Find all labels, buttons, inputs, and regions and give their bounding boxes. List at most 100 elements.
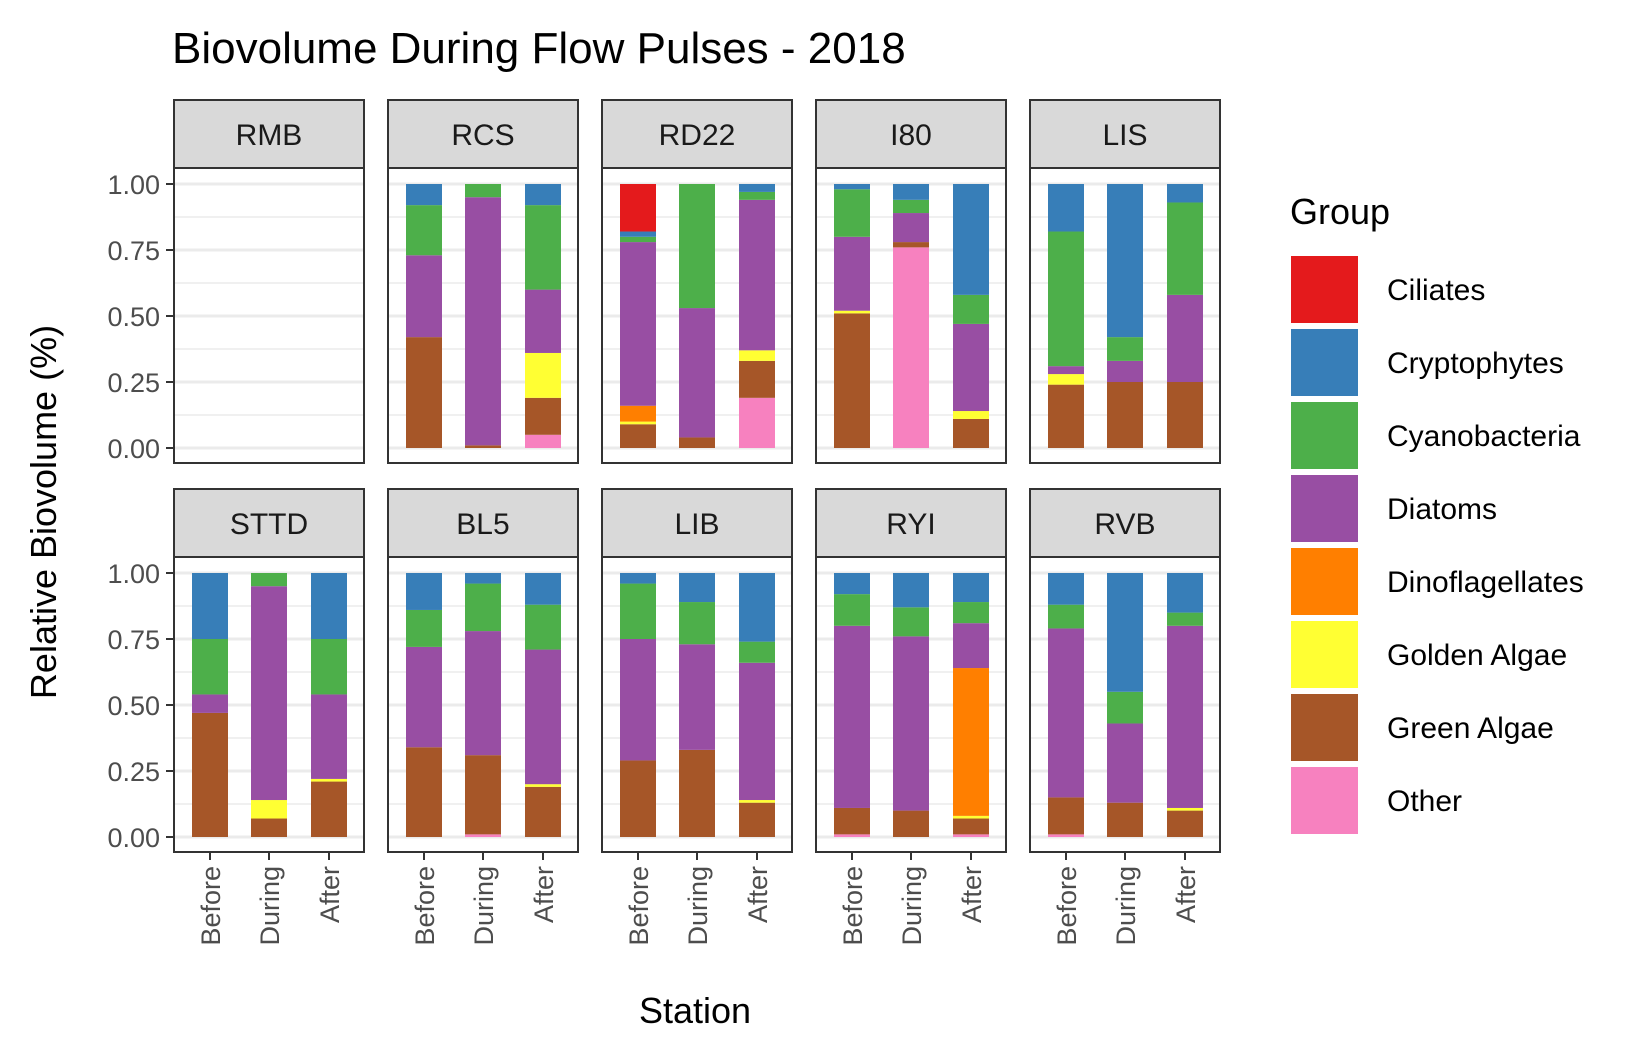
panel-border-rd22 [601,167,793,464]
bar-segment-rvb-during-cyanobacteria [1107,691,1143,724]
bar-segment-bl5-before-cyanobacteria [406,609,442,647]
bar-segment-i80-during-green-algae [893,242,929,248]
bar-segment-rcs-before-diatoms [406,255,442,338]
bar-segment-rvb-before-cryptophytes [1048,573,1084,605]
bar-segment-ryi-during-cyanobacteria [893,607,929,637]
bar-segment-lib-during-cyanobacteria [679,602,715,645]
bar-segment-rvb-before-cyanobacteria [1048,604,1084,629]
bar-segment-ryi-during-green-algae [893,810,929,837]
bar-segment-lib-after-cyanobacteria [739,641,775,663]
bar-segment-sttd-during-cyanobacteria [251,573,287,587]
x-tick-label-after: After [743,866,773,923]
bar-segment-bl5-before-cryptophytes [406,573,442,610]
y-tick-label: 1.00 [107,559,160,589]
bar-segment-i80-during-cryptophytes [893,184,929,200]
bar-segment-ryi-before-other [834,834,870,837]
bar-segment-i80-after-golden-algae [953,411,989,419]
bar-segment-bl5-after-golden-algae [525,784,561,787]
legend-label-ciliates: Ciliates [1387,274,1485,307]
bar-segment-ryi-during-diatoms [893,636,929,811]
facet-strip-rd22 [601,99,793,169]
bar-segment-rd22-during-green-algae [679,437,715,448]
bar-segment-rd22-before-green-algae [620,424,656,448]
facet-label-rcs: RCS [451,119,514,152]
facet-label-i80: I80 [890,119,932,152]
facet-label-rvb: RVB [1094,508,1155,541]
panel-border-i80 [815,167,1007,464]
bar-segment-i80-before-golden-algae [834,310,870,314]
bar-segment-i80-before-cyanobacteria [834,189,870,237]
y-tick-label: 0.75 [107,625,160,655]
facet-label-sttd: STTD [230,508,308,541]
bar-segment-rcs-after-green-algae [525,397,561,435]
bar-segment-i80-before-diatoms [834,236,870,311]
bar-segment-sttd-during-golden-algae [251,800,287,819]
bar-segment-rd22-before-diatoms [620,242,656,406]
bar-segment-lis-after-cryptophytes [1167,184,1203,203]
bar-segment-ryi-after-diatoms [953,623,989,669]
bar-segment-bl5-before-green-algae [406,747,442,837]
bar-segment-ryi-after-other [953,834,989,837]
bar-segment-lis-before-green-algae [1048,384,1084,448]
legend-key-golden-algae [1291,621,1358,688]
bar-segment-bl5-during-diatoms [465,631,501,756]
facet-label-lib: LIB [674,508,719,541]
bar-segment-ryi-before-cryptophytes [834,573,870,595]
x-tick-label-during: During [255,866,285,946]
panels: RMB 0.00 0.25 0.50 0.75 1.00 RCS RD22 I80 LIS STTD… [107,99,1221,946]
panel-lib: LIB Before During After [601,488,793,946]
bar-segment-lis-before-cyanobacteria [1048,231,1084,367]
y-tick-label: 1.00 [107,170,160,200]
legend: Group Ciliates Cryptophytes Cyanobacteria Di… [1290,191,1584,834]
bar-segment-lis-during-cyanobacteria [1107,337,1143,361]
bar-segment-rcs-after-cryptophytes [525,184,561,206]
panel-sttd: STTD 0.00 0.25 0.50 0.75 1.00 Before During Afte… [107,488,365,946]
bar-segment-lib-after-diatoms [739,662,775,801]
bar-segment-rd22-after-other [739,397,775,448]
bar-segment-bl5-during-cryptophytes [465,573,501,584]
bar-segment-bl5-during-green-algae [465,755,501,835]
bar-segment-ryi-before-diatoms [834,625,870,808]
bar-segment-lis-before-golden-algae [1048,374,1084,385]
bar-segment-rd22-before-cyanobacteria [620,236,656,243]
bar-segment-rvb-after-golden-algae [1167,807,1203,811]
bar-segment-lib-before-green-algae [620,760,656,837]
bar-segment-rd22-during-diatoms [679,308,715,438]
bar-segment-bl5-after-cryptophytes [525,573,561,605]
bar-segment-i80-during-other [893,247,929,448]
bar-segment-bl5-during-cyanobacteria [465,583,501,632]
legend-key-other [1291,767,1358,834]
y-tick-label: 0.25 [107,368,160,398]
x-tick-label-before: Before [410,866,440,946]
bar-segment-lib-after-golden-algae [739,800,775,803]
bar-segment-lib-before-cyanobacteria [620,583,656,639]
bar-segment-rd22-during-cyanobacteria [679,184,715,309]
bar-segment-rd22-before-golden-algae [620,421,656,425]
facet-label-bl5: BL5 [456,508,509,541]
panel-ryi: RYI Before During After [815,488,1007,946]
bar-segment-ryi-after-cryptophytes [953,573,989,603]
bar-segment-ryi-after-green-algae [953,818,989,835]
bar-segment-rvb-before-diatoms [1048,628,1084,798]
x-tick-label-after: After [957,866,987,923]
bar-segment-lib-before-cryptophytes [620,573,656,584]
bar-segment-rd22-before-cryptophytes [620,231,656,237]
bar-segment-lis-after-green-algae [1167,382,1203,448]
bar-segment-rcs-during-green-algae [465,445,501,448]
legend-key-diatoms [1291,475,1358,542]
facet-strip-lib [601,488,793,558]
x-tick-label-before: Before [196,866,226,946]
legend-key-cryptophytes [1291,329,1358,396]
bar-segment-rd22-before-dinoflagellates [620,405,656,422]
bar-segment-lis-during-diatoms [1107,360,1143,382]
bar-segment-sttd-after-cyanobacteria [311,639,347,695]
facet-strip-rcs [387,99,579,169]
legend-label-other: Other [1387,785,1462,818]
bar-segment-rcs-after-other [525,434,561,448]
bar-segment-rcs-during-cyanobacteria [465,184,501,198]
panel-border-rcs [387,167,579,464]
bar-segment-rvb-after-diatoms [1167,625,1203,808]
facet-strip-bl5 [387,488,579,558]
bar-segment-lis-before-diatoms [1048,366,1084,375]
